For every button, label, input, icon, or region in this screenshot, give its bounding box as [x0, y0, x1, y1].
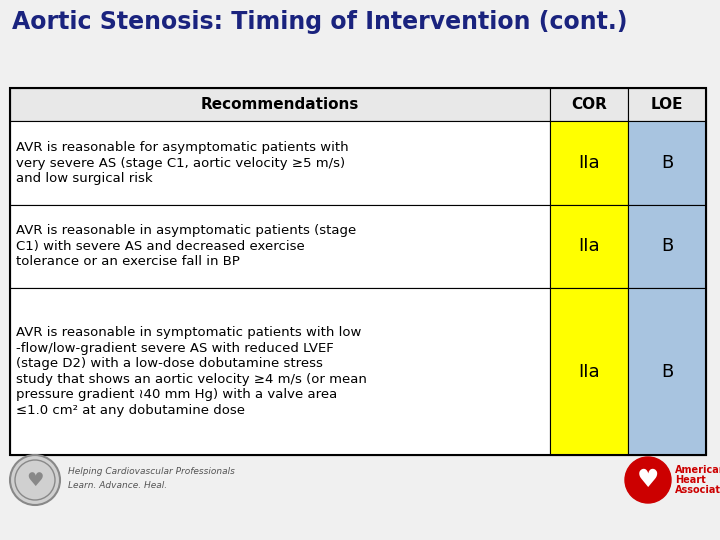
Text: American: American [675, 465, 720, 475]
Bar [550, 288, 628, 455]
Text: AVR is reasonable for asymptomatic patients with
very severe AS (stage C1, aorti: AVR is reasonable for asymptomatic patie… [16, 141, 348, 185]
Bar [10, 288, 550, 455]
Bar [628, 88, 706, 122]
Text: LOE: LOE [651, 97, 683, 112]
Text: B: B [661, 154, 673, 172]
Text: Aortic Stenosis: Timing of Intervention (cont.): Aortic Stenosis: Timing of Intervention … [12, 10, 628, 34]
Bar [628, 122, 706, 205]
Text: Helping Cardiovascular Professionals: Helping Cardiovascular Professionals [68, 468, 235, 476]
Text: AVR is reasonable in symptomatic patients with low
-flow/low-gradient severe AS : AVR is reasonable in symptomatic patient… [16, 326, 367, 417]
Circle shape [10, 455, 60, 505]
Text: Recommendations: Recommendations [201, 97, 359, 112]
Bar [550, 122, 628, 205]
Text: B: B [661, 238, 673, 255]
Circle shape [625, 457, 671, 503]
Bar [10, 122, 550, 205]
Text: Learn. Advance. Heal.: Learn. Advance. Heal. [68, 482, 167, 490]
Bar [10, 88, 706, 455]
Text: Heart: Heart [675, 475, 706, 485]
Bar [628, 205, 706, 288]
Bar [10, 205, 550, 288]
Text: ♥: ♥ [636, 468, 660, 492]
Text: Association®: Association® [675, 485, 720, 495]
Text: IIa: IIa [578, 362, 600, 381]
Text: IIa: IIa [578, 154, 600, 172]
Bar [628, 288, 706, 455]
Bar [550, 88, 628, 122]
Text: ♥: ♥ [26, 470, 44, 489]
Bar [550, 205, 628, 288]
Text: AVR is reasonable in asymptomatic patients (stage
C1) with severe AS and decreas: AVR is reasonable in asymptomatic patien… [16, 225, 356, 268]
Text: IIa: IIa [578, 238, 600, 255]
Bar [10, 88, 550, 122]
Text: COR: COR [571, 97, 607, 112]
Text: B: B [661, 362, 673, 381]
